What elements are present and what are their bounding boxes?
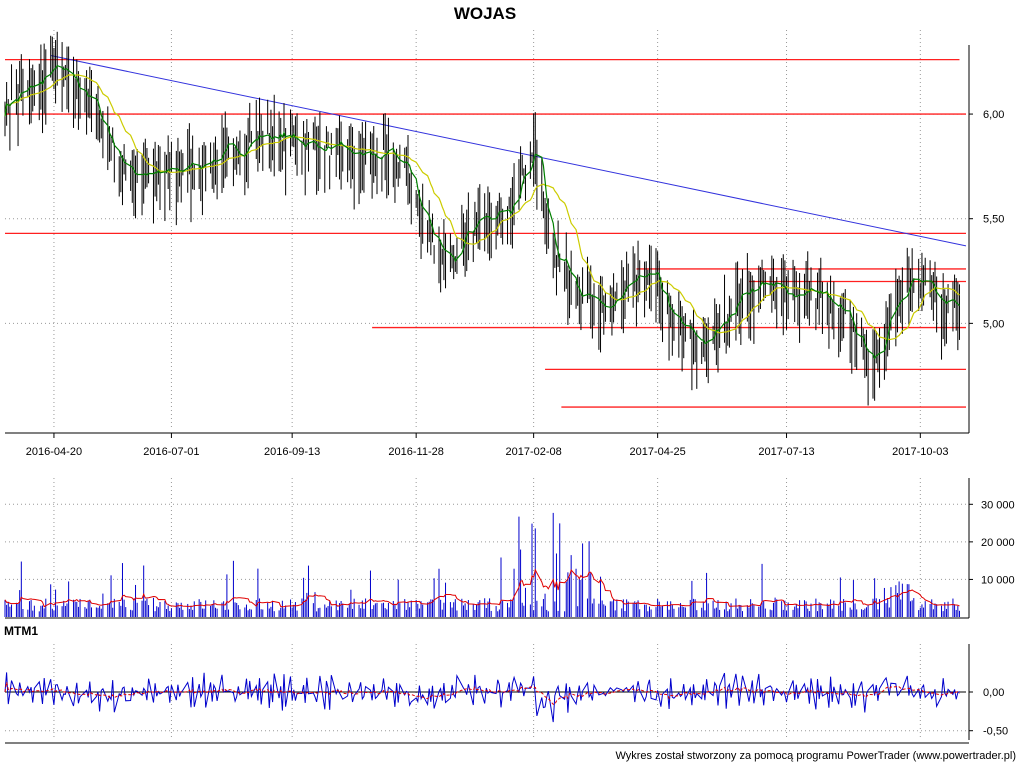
volume-y-tick-label: 30 000	[981, 499, 1015, 511]
mtm-y-tick-label: -0,50	[983, 726, 1008, 738]
mtm-signal-line	[4, 682, 960, 705]
support-resistance-lines	[5, 59, 966, 408]
grid-lines	[5, 30, 966, 740]
price-y-tick-label: 5,00	[983, 318, 1004, 330]
x-tick-label: 2016-04-20	[26, 446, 82, 458]
x-tick-label: 2016-11-28	[388, 446, 443, 458]
chart-title: WOJAS	[453, 4, 517, 23]
x-tick-label: 2017-10-03	[892, 446, 948, 458]
x-tick-label: 2017-07-13	[758, 446, 814, 458]
x-tick-label: 2017-02-08	[505, 446, 561, 458]
moving-average-short	[4, 64, 960, 360]
x-tick-label: 2017-04-25	[629, 446, 685, 458]
trend-line	[50, 54, 967, 247]
mtm-panel-label: MTM1	[4, 624, 38, 638]
mtm-y-tick-label: 0,00	[983, 687, 1004, 699]
volume-y-tick-label: 20 000	[981, 537, 1015, 549]
footer-credit: Wykres został stworzony za pomocą progra…	[615, 750, 1016, 762]
mtm-indicator	[4, 672, 966, 723]
mtm-line	[4, 672, 960, 723]
price-y-tick-label: 6,00	[983, 109, 1004, 121]
price-bars	[4, 31, 960, 406]
volume-y-tick-label: 10 000	[981, 574, 1015, 586]
x-tick-label: 2016-09-13	[264, 446, 320, 458]
trend-line-group	[50, 54, 967, 247]
axes: 2016-04-20 2016-07-01 2016-09-13 2016-11-28…	[5, 45, 1015, 744]
x-tick-label: 2016-07-01	[143, 446, 199, 458]
volume-bars	[4, 512, 969, 619]
price-y-tick-label: 5,50	[983, 214, 1004, 226]
volume-moving-average	[4, 568, 960, 608]
moving-averages	[4, 64, 960, 360]
